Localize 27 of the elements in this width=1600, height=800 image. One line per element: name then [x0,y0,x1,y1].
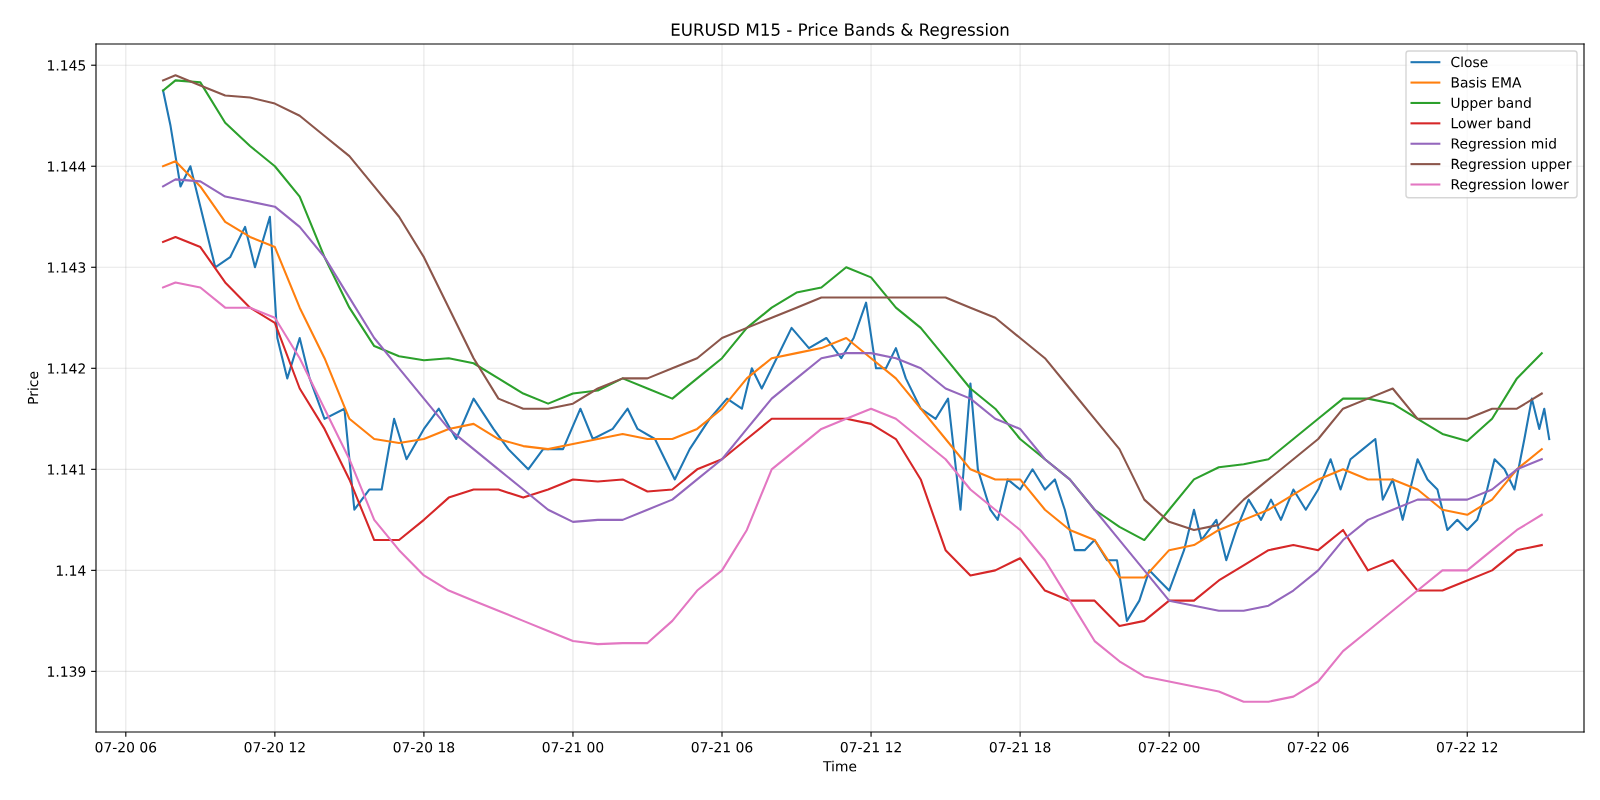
x-tick-label: 07-20 12 [244,741,305,753]
y-tick-label: 1.141 [48,464,85,475]
y-tick-label: 1.143 [48,262,86,273]
x-axis-title: Time [822,760,857,772]
x-tick-label: 07-20 06 [95,741,157,753]
legend-label: Regression mid [1451,138,1556,152]
y-axis-title: Price [27,371,39,404]
legend-label: Upper band [1451,97,1531,111]
y-tick-label: 1.142 [48,363,85,374]
x-tick-label: 07-21 12 [840,741,901,753]
x-tick-label: 07-20 18 [393,741,455,753]
x-tick-label: 07-21 06 [691,741,753,753]
x-tick-label: 07-22 06 [1287,741,1349,753]
y-tick-label: 1.14 [56,565,86,576]
legend-label: Lower band [1451,117,1531,129]
y-tick-label: 1.144 [48,161,86,172]
legend-label: Close [1451,56,1488,68]
chart-title: EURUSD M15 - Price Bands & Regression [671,23,1009,40]
legend-label: Regression upper [1451,158,1572,172]
x-tick-label: 07-22 12 [1436,741,1498,753]
y-tick-label: 1.145 [48,60,86,71]
x-tick-label: 07-22 00 [1138,741,1200,753]
x-tick-label: 07-21 00 [542,741,604,753]
y-tick-label: 1.139 [48,666,86,677]
legend-label: Basis EMA [1451,76,1522,88]
x-tick-label: 07-21 18 [989,741,1051,753]
legend-label: Regression lower [1451,178,1569,193]
